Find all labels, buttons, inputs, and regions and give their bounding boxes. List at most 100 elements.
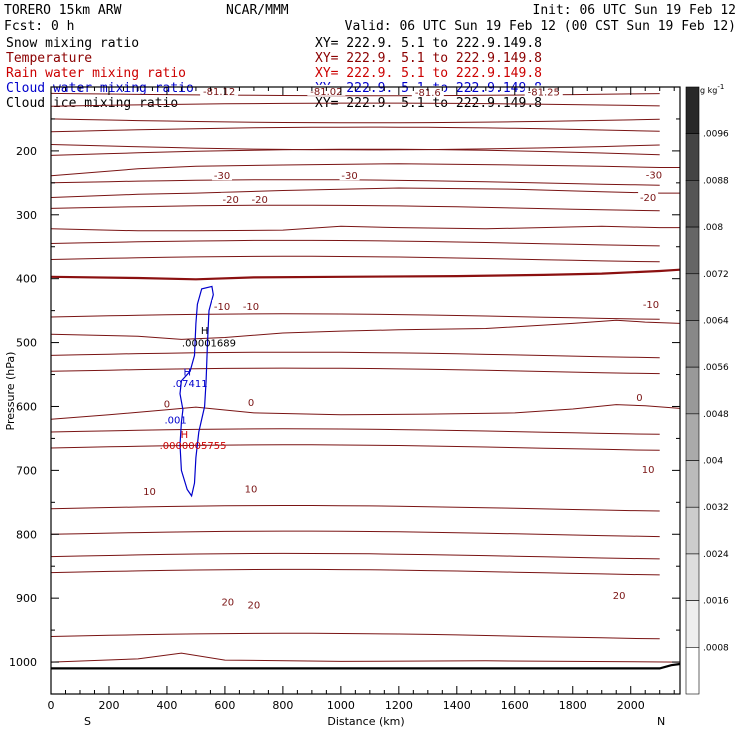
x-tick-label: 1000: [327, 699, 355, 712]
cloud-water-contours: [179, 285, 214, 498]
colorbar-tick-label: .0088: [703, 176, 729, 186]
isotherm-upper: [50, 148, 660, 156]
isotherm: [50, 530, 660, 538]
label-mask: [339, 169, 360, 181]
x-tick-label: 600: [214, 699, 235, 712]
label-mask: [142, 484, 157, 496]
x-tick-label: 800: [272, 699, 293, 712]
isotherm-label: 10: [245, 484, 258, 495]
maximum-symbol: H: [201, 326, 209, 337]
isotherm-20: [50, 404, 681, 420]
valid-time: Valid: 06 UTC Sun 19 Feb 12 (00 CST Sun …: [345, 19, 736, 34]
isotherm-label: -81.12: [203, 87, 235, 98]
label-mask: [220, 192, 241, 204]
colorbar-swatch: [685, 86, 700, 134]
y-tick-label: 600: [16, 400, 37, 413]
colorbar-tick-label: .0096: [703, 130, 729, 140]
colorbar-swatch: [685, 600, 700, 648]
isotherm: [50, 239, 660, 247]
label-mask: [249, 192, 270, 204]
isotherm-upper: [50, 102, 660, 107]
isotherm-label: 0: [636, 393, 642, 404]
label-mask: [200, 84, 239, 96]
y-tick-label: 300: [16, 209, 37, 222]
colorbar-tick-label: .0056: [703, 363, 729, 373]
maximum-symbol: H: [183, 367, 191, 378]
field-name: Snow mixing ratio: [6, 36, 139, 51]
isotherm: [50, 552, 660, 560]
colorbar-swatch: [685, 226, 700, 275]
isotherm-label: -30: [646, 171, 662, 182]
field-legend: Snow mixing ratio XY= 222.9. 5.1 to 222.9…: [6, 36, 542, 111]
colorbar-swatch: [685, 506, 700, 555]
colorbar-tick-label: .0032: [703, 503, 729, 513]
isotherm--30: [50, 163, 680, 177]
isotherm: [50, 255, 660, 263]
colorbar-swatch: [685, 320, 700, 368]
y-tick-label: 200: [16, 145, 37, 158]
isotherm-upper: [50, 126, 660, 133]
isotherm: [50, 204, 660, 212]
x-tick-label: 1600: [501, 699, 529, 712]
colorbar-units-exponent: -1: [717, 83, 724, 91]
colorbar-units-base: g kg: [700, 86, 717, 95]
field-name: Rain water mixing ratio: [6, 66, 186, 81]
south-label: S: [84, 715, 91, 728]
isotherm-0: [50, 268, 681, 281]
label-mask: [638, 190, 659, 202]
isotherm-label: 10: [642, 465, 655, 476]
label-mask: [635, 390, 644, 402]
label-mask: [220, 595, 235, 607]
isotherm-label: -30: [214, 171, 230, 182]
isotherm-upper: [50, 118, 660, 124]
colorbar-swatch: [685, 180, 700, 228]
center-label: NCAR/MMM: [226, 3, 289, 18]
colorbar-swatch: [685, 133, 700, 181]
isotherm: [50, 428, 660, 435]
colorbar-swatch: [685, 366, 700, 415]
isotherm-label: -10: [643, 300, 659, 311]
isotherm-label: -20: [223, 195, 239, 206]
x-tick-label: 1200: [385, 699, 413, 712]
label-mask: [212, 169, 233, 181]
isotherm: [50, 505, 660, 512]
isotherm-label: -81.02: [310, 87, 342, 98]
isotherm-labels: -81.12 -81.02 -81.6 -81.25 -30 -30 -30 -20 -20 -2…: [142, 84, 664, 612]
label-mask: [411, 86, 444, 98]
cloud-water-contour: [179, 285, 214, 498]
field-name: Cloud ice mixing ratio: [6, 96, 178, 111]
forecast-hour: Fcst: 0 h: [4, 19, 74, 34]
label-mask: [162, 397, 171, 409]
field-name: Temperature: [6, 51, 92, 66]
maximum-value: .00001689: [182, 339, 236, 350]
colorbar-tick-label: .0048: [703, 410, 729, 420]
x-tick-label: 1400: [443, 699, 471, 712]
label-mask: [641, 463, 656, 475]
colorbar: .0008 .0016 .0024 .0032 .004 .0048 .0056 .0064.…: [685, 86, 729, 695]
isotherm-label: 0: [164, 399, 170, 410]
y-tick-label: 500: [16, 337, 37, 350]
x-tick-label: 1800: [559, 699, 587, 712]
maximum-value: .001: [165, 415, 187, 426]
colorbar-tick-label: .0072: [703, 270, 729, 280]
isotherm-label: -10: [243, 302, 259, 313]
isotherm--10: [50, 225, 680, 232]
isotherm-10: [50, 319, 681, 340]
isotherm-label: -10: [214, 302, 230, 313]
isotherm-label: -81.6: [415, 88, 441, 99]
label-mask: [246, 598, 261, 610]
colorbar-swatch: [685, 413, 700, 461]
isotherm-label: -20: [252, 195, 268, 206]
model-title: TORERO 15km ARW: [4, 3, 122, 18]
field-xy: XY= 222.9. 5.1 to 222.9.149.8: [315, 51, 542, 66]
isotherm-label: 20: [221, 597, 234, 608]
label-mask: [244, 482, 259, 494]
y-axis-label: Pressure (hPa): [4, 352, 17, 431]
label-mask: [643, 168, 664, 180]
field-name: Cloud water mixing ratio: [6, 81, 194, 96]
isotherm-label: 10: [143, 487, 156, 498]
temperature-isotherms: [50, 92, 681, 663]
isotherm-label: -81.25: [528, 87, 560, 98]
isotherm-label: -30: [341, 171, 357, 182]
